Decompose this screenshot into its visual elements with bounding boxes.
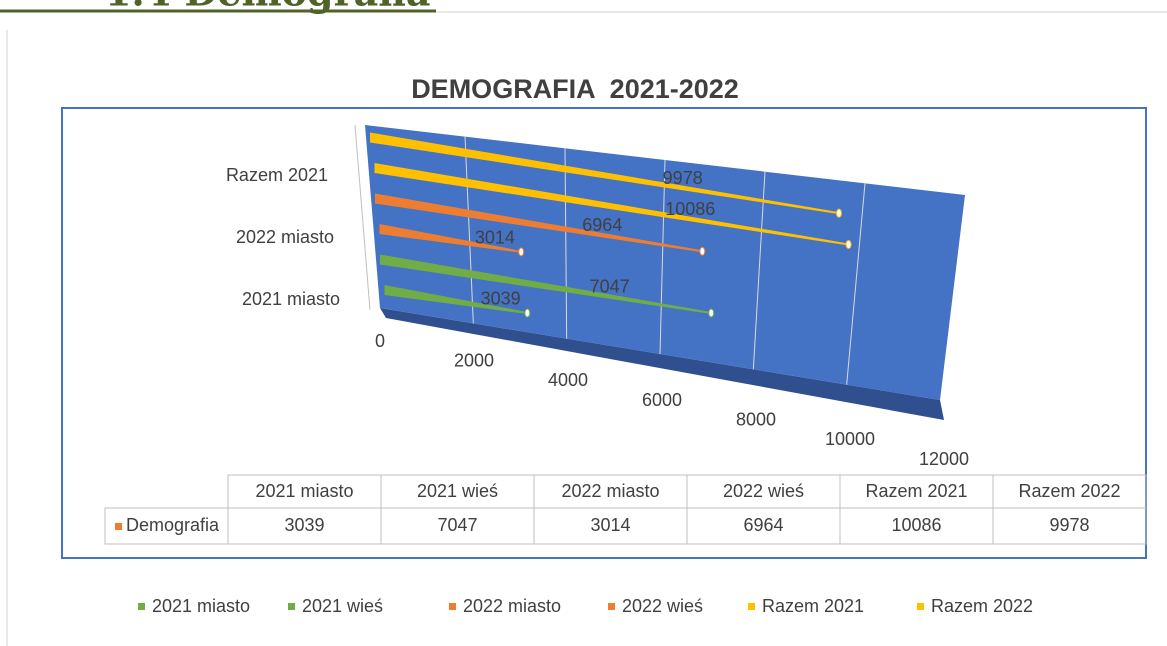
table-header: Razem 2022 [1018,481,1120,501]
floor [380,308,944,420]
legend-label: Razem 2022 [931,596,1033,616]
grid-line [846,183,866,385]
legend-label: 2021 wieś [302,596,383,616]
bar-tip [708,308,715,318]
bar [380,254,712,314]
chart-frame [61,107,1147,559]
legend-label: 2022 wieś [622,596,703,616]
grid-line [464,136,474,324]
legend-key [449,603,456,610]
y-tick-label: Razem 2021 [226,165,328,185]
data-label: 3014 [475,228,515,248]
x-tick-label: 6000 [642,390,682,410]
chart-title: DEMOGRAFIA 2021-2022 [411,74,739,104]
table-value: 7047 [437,515,477,535]
x-tick-label: 10000 [825,429,875,449]
legend-key [288,603,295,610]
y-tick-label: 2022 miasto [236,227,334,247]
table-header: 2022 wieś [723,481,804,501]
legend-label: 2022 miasto [463,596,561,616]
bar [375,193,703,253]
legend-key [748,603,755,610]
legend-key [115,523,122,530]
x-tick-label: 4000 [548,370,588,390]
bar-tip [835,208,842,218]
data-label: 6964 [582,215,622,235]
table-row-label: Demografia [126,515,220,535]
table-value: 10086 [891,515,941,535]
data-label: 3039 [481,289,521,309]
table-value: 3039 [284,515,324,535]
bar [370,132,839,215]
table-value: 6964 [743,515,783,535]
legend-key [608,603,615,610]
legend-label: 2021 miasto [152,596,250,616]
grid-line [752,171,766,370]
table-header: 2021 wieś [417,481,498,501]
y-tick-label: 2021 miasto [242,289,340,309]
table-header: 2021 miasto [255,481,353,501]
table-header: 2022 miasto [561,481,659,501]
wall-edge [354,124,371,311]
legend-key [138,603,145,610]
bar-tip [699,246,706,256]
grid-line [659,159,666,355]
bar [384,285,528,315]
bar [379,224,522,253]
x-tick-label: 12000 [919,449,969,469]
table-value: 9978 [1049,515,1089,535]
table-cell [992,507,1147,545]
data-label: 7047 [590,277,630,297]
bar-tip [524,308,531,318]
bar-tip [518,247,525,257]
legend-label: Razem 2021 [762,596,864,616]
legend-key [917,603,924,610]
data-label: 10086 [665,199,715,219]
x-tick-label: 8000 [736,409,776,429]
table-header: Razem 2021 [865,481,967,501]
bar [374,163,849,246]
x-tick-label: 0 [375,331,385,351]
data-label: 9978 [663,168,703,188]
x-tick-label: 2000 [454,350,494,370]
grid-line [564,148,568,339]
bar-tip [845,239,852,249]
table-value: 3014 [590,515,630,535]
